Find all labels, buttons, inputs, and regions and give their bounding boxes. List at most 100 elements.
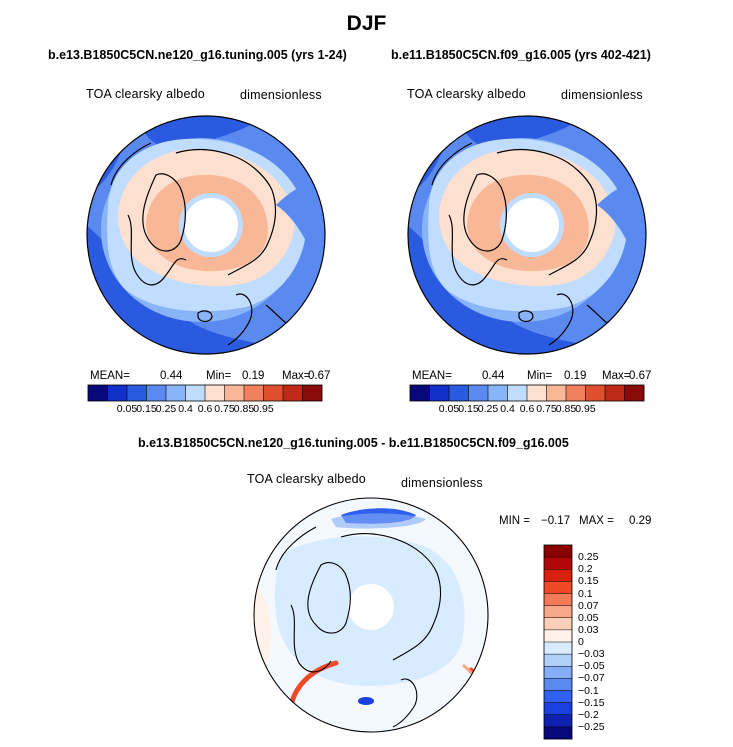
panel-a-colorbar: [87, 384, 323, 402]
panel-b-mean-label: MEAN=: [412, 370, 452, 382]
colorbar-swatch: [224, 385, 245, 401]
eurasia-coast: [496, 148, 598, 276]
panel-b-map: [407, 115, 647, 355]
colorbar-swatch: [624, 385, 645, 401]
colorbar-swatch: [449, 385, 469, 401]
pacific-dark-patch: [136, 116, 266, 149]
colorbar-tick-label: 0.6: [519, 403, 535, 415]
greenland-coast: [142, 173, 186, 252]
map-border: [86, 115, 326, 355]
iceland-negative-spot: [358, 697, 374, 705]
colorbar-swatch: [544, 569, 572, 582]
colorbar-tick-label: −0.2: [578, 708, 599, 721]
colorbar-swatch: [544, 654, 572, 667]
colorbar-swatch: [544, 702, 572, 716]
panel-c-units-label: dimensionless: [401, 476, 483, 490]
panel-c-map: [253, 497, 489, 733]
panel-a-max-value: 0.67: [308, 370, 331, 382]
map-border: [407, 115, 647, 355]
greenland-coast: [463, 173, 507, 252]
colorbar-tick-label: 0.75: [214, 403, 235, 415]
colorbar-tick-label: 0.75: [536, 403, 557, 415]
colorbar-tick-label: 0.15: [458, 403, 479, 415]
colorbar-swatch: [544, 581, 572, 594]
scandinavia-coast: [392, 678, 418, 728]
colorbar-tick-label: 0.85: [233, 403, 255, 415]
panel-a-max-label: Max=: [282, 370, 311, 382]
colorbar-tick-label: −0.15: [578, 696, 605, 709]
panel-b-units-label: dimensionless: [561, 88, 643, 102]
colorbar-swatch: [544, 557, 572, 570]
pole-hole: [505, 198, 559, 252]
colorbar-tick-label: −0.05: [578, 660, 605, 673]
colorbar-tick-label: 0.07: [578, 599, 599, 612]
colorbar-swatch: [88, 385, 108, 401]
alaska-coast: [431, 142, 473, 186]
colorbar-swatch: [127, 385, 147, 401]
canada-arctic-coast: [448, 214, 508, 286]
colorbar-tick-label: 0.6: [197, 403, 213, 415]
iceland-coast: [197, 310, 213, 323]
alaska-coast: [275, 526, 317, 571]
panel-b-min-label: Min=: [527, 370, 553, 382]
panel-a-min-label: Min=: [206, 370, 232, 382]
panel-c-min-value: −0.17: [541, 515, 571, 527]
colorbar-tick-label: 0: [578, 636, 584, 648]
colorbar-tick-label: 0.15: [136, 403, 157, 415]
panel-b-max-value: 0.67: [629, 370, 652, 382]
colorbar-swatch: [546, 385, 567, 401]
panel-c-max-value: 0.29: [629, 515, 652, 527]
colorbar-tick-label: 0.2: [578, 563, 593, 576]
greenland-coast: [307, 562, 351, 634]
canada-arctic-coast: [127, 214, 187, 286]
colorbar-tick-label: 0.85: [555, 403, 577, 415]
colorbar-tick-label: 0.95: [253, 403, 274, 415]
colorbar-swatch: [146, 385, 167, 401]
colorbar-tick-label: −0.1: [578, 684, 599, 697]
colorbar-tick-label: −0.03: [578, 648, 605, 661]
panel-b-mean-value: 0.44: [482, 370, 505, 382]
scandinavia-coast: [548, 293, 574, 346]
eurasia-coast: [175, 148, 277, 276]
colorbar-swatch: [544, 617, 572, 631]
panel-b-colorbar: [409, 384, 645, 402]
colorbar-tick-label: −0.25: [578, 720, 605, 733]
colorbar-tick-label: 0.05: [116, 403, 138, 415]
canada-arctic-coast: [290, 604, 332, 673]
panel-a-variable-label: TOA clearsky albedo: [86, 87, 205, 101]
colorbar-tick-label: 0.25: [155, 403, 177, 415]
east-ocean-blue: [276, 175, 325, 275]
panel-a-mean-label: MEAN=: [90, 370, 130, 382]
colorbar-swatch: [566, 385, 586, 401]
colorbar-tick-label: 0.4: [178, 403, 193, 415]
panel-a-case-title: b.e13.B1850C5CN.ne120_g16.tuning.005 (yr…: [48, 48, 347, 62]
bering-strait-mid: [331, 513, 426, 529]
colorbar-swatch: [605, 385, 625, 401]
panel-a-map: [86, 115, 326, 355]
colorbar-swatch: [544, 629, 572, 643]
colorbar-swatch: [429, 385, 450, 401]
colorbar-swatch: [302, 385, 323, 401]
pacific-dark-patch: [457, 116, 587, 149]
panel-a-colorbar-labels: 0.05 0.15 0.25 0.4 0.6 0.75 0.85 0.95: [88, 403, 322, 417]
atlantic-dark-patch: [87, 225, 325, 354]
panel-a-mean-value: 0.44: [160, 370, 183, 382]
scandinavia-coast: [227, 293, 253, 346]
colorbar-swatch: [544, 714, 572, 728]
colorbar-swatch: [263, 385, 284, 401]
colorbar-swatch: [185, 385, 206, 401]
atlantic-dark-patch: [408, 225, 646, 354]
iceland-coast: [518, 310, 534, 323]
colorbar-swatch: [544, 642, 572, 655]
panel-c-colorbar: [543, 544, 573, 740]
panel-a-units-label: dimensionless: [240, 88, 322, 102]
colorbar-swatch: [527, 385, 547, 401]
norway-positive-band: [468, 667, 488, 703]
panel-c-max-label: MAX =: [579, 515, 614, 527]
panel-b-case-title: b.e11.B1850C5CN.f09_g16.005 (yrs 402-421…: [391, 48, 651, 62]
colorbar-tick-label: 0.4: [500, 403, 515, 415]
east-ocean-blue: [597, 175, 646, 275]
panel-c-case-title: b.e13.B1850C5CN.ne120_g16.tuning.005 - b…: [138, 436, 569, 450]
colorbar-tick-label: −0.07: [578, 672, 605, 685]
panel-a-min-value: 0.19: [242, 370, 265, 382]
